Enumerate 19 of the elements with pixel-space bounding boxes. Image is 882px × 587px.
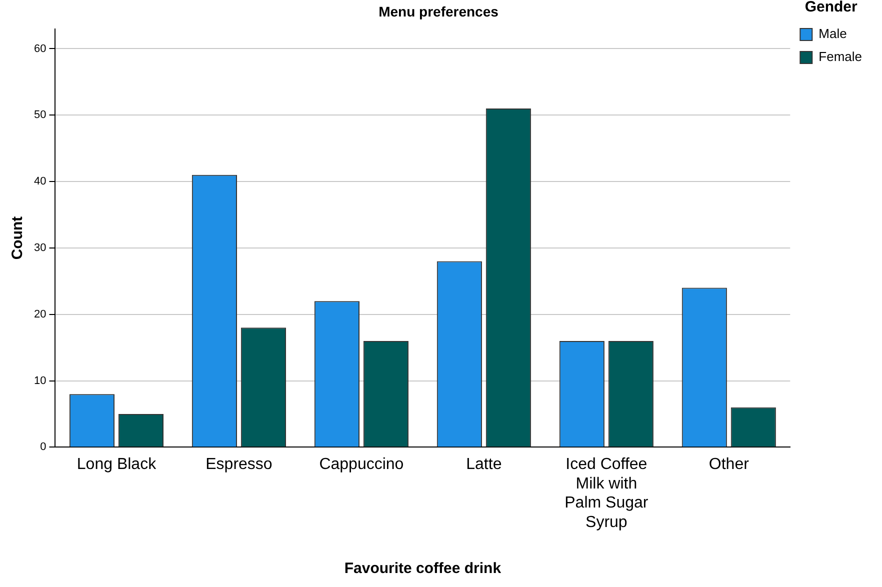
x-tick-label: Iced Coffee Milk with Palm Sugar Syrup [564, 456, 649, 531]
legend-label: Male [818, 26, 847, 42]
y-tick-label: 60 [34, 42, 46, 55]
y-tick-label: 0 [40, 441, 46, 454]
legend-label: Female [818, 49, 862, 64]
x-tick-label: Espresso [206, 456, 272, 474]
y-axis-title: Count [9, 216, 26, 260]
y-tick-label: 40 [34, 176, 46, 188]
x-tick-label: Latte [466, 456, 502, 474]
chart-title: Menu preferences [378, 3, 499, 20]
y-tick-label: 20 [34, 308, 46, 320]
legend-title: Gender [804, 0, 858, 16]
x-axis-title: Favourite coffee drink [344, 560, 502, 578]
x-tick-label: Long Black [76, 456, 158, 474]
y-tick-label: 10 [34, 374, 46, 387]
y-tick-label: 50 [34, 109, 46, 122]
x-tick-label: Other [708, 456, 750, 474]
x-tick-label: Cappuccino [319, 456, 404, 474]
y-tick-label: 30 [34, 242, 46, 254]
